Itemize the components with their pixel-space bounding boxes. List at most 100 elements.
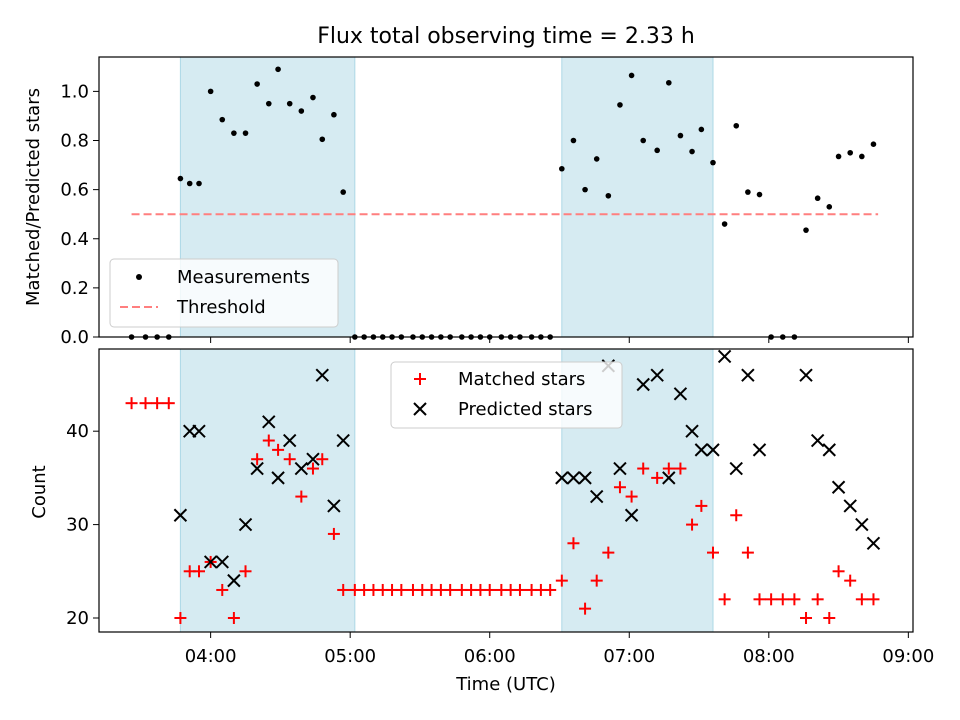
bottom-legend: Matched stars Predicted stars (390, 361, 623, 429)
matched-star-point (686, 518, 699, 531)
measurement-point (177, 175, 184, 182)
matched-star-point (753, 593, 766, 606)
matched-star-point (216, 583, 229, 596)
measurement-point (265, 100, 272, 107)
matched-star-point (283, 453, 296, 466)
predicted-star-point (706, 443, 720, 457)
measurement-point (570, 137, 577, 144)
matched-star-point (151, 397, 164, 410)
top-y-tick-label: 0.6 (60, 180, 89, 201)
measurement-point (847, 149, 854, 156)
measurement-point (677, 132, 684, 139)
matched-star-point (444, 583, 457, 596)
predicted-star-point (294, 461, 309, 476)
predicted-star-point (752, 443, 767, 457)
matched-star-point (776, 593, 789, 606)
matched-star-point (765, 593, 778, 606)
measurement-point (310, 94, 316, 101)
measurement-point (196, 180, 202, 187)
measurement-point (298, 108, 305, 114)
matched-star-point (662, 462, 675, 475)
predicted-star-point (238, 517, 253, 532)
measurement-point (803, 227, 809, 233)
matched-star-point (788, 593, 801, 606)
matched-star-point (637, 462, 650, 475)
bottom-axes-frame (98, 348, 914, 633)
measurement-point (814, 195, 821, 202)
matched-star-point (590, 574, 603, 587)
measurement-point (745, 189, 751, 195)
predicted-star-point (717, 349, 732, 364)
predicted-star-point (613, 461, 627, 476)
measurement-point (710, 159, 716, 166)
legend-measurement-marker (136, 274, 142, 280)
top-y-axis-ticks: 0.0 0.2 0.4 0.6 0.8 1.0 (60, 81, 99, 348)
predicted-star-point (336, 433, 350, 448)
measurement-point (559, 165, 565, 172)
matched-star-point (483, 583, 496, 596)
matched-star-point (174, 611, 187, 624)
matched-star-point (544, 583, 557, 596)
predicted-star-point (799, 368, 813, 382)
matched-star-point (695, 499, 708, 512)
predicted-star-point (271, 471, 285, 485)
matched-star-point (730, 509, 743, 522)
matched-star-point (811, 593, 824, 606)
measurement-point (593, 156, 600, 162)
matched-star-point (674, 462, 687, 475)
predicted-star-point (624, 508, 639, 522)
matched-star-point (651, 471, 664, 484)
bottom-x-axis-ticks: 04:00 05:00 06:00 07:00 08:00 09:00 (185, 632, 934, 667)
measurement-point (186, 180, 193, 187)
predicted-star-point (673, 387, 688, 401)
matched-star-point (613, 481, 626, 494)
top-axes-frame (98, 56, 914, 338)
predicted-star-point (694, 443, 709, 457)
bottom-y-axis-ticks: 20 30 40 (66, 421, 99, 629)
top-y-axis-label: Matched/Predicted stars (23, 88, 44, 306)
measurement-point (835, 153, 842, 160)
measurement-point (721, 221, 728, 227)
bottom-y-axis-label: Count (29, 465, 50, 518)
legend-measurements-label: Measurements (177, 267, 310, 288)
matched-star-point (867, 593, 880, 606)
bottom-y-tick-label: 20 (66, 608, 89, 629)
predicted-star-point (810, 433, 825, 448)
x-tick-label: 09:00 (882, 646, 934, 667)
bottom-y-tick-label: 30 (66, 515, 89, 536)
matched-star-point (227, 611, 240, 624)
predicted-star-point (831, 480, 846, 494)
x-tick-label: 06:00 (464, 646, 516, 667)
matched-star-point (193, 565, 206, 578)
matched-star-point (306, 462, 319, 475)
measurement-point (254, 81, 260, 87)
predicted-star-point (192, 424, 206, 438)
predicted-star-point (855, 517, 869, 532)
measurement-point (870, 141, 877, 147)
x-tick-label: 04:00 (185, 646, 237, 667)
top-y-tick-label: 0.8 (60, 131, 89, 152)
predicted-star-point (306, 452, 320, 466)
predicted-star-point (227, 573, 241, 588)
matched-star-point (579, 602, 592, 615)
measurement-point (826, 204, 833, 210)
measurement-point (628, 72, 635, 79)
predicted-star-point (729, 461, 743, 476)
predicted-star-point (555, 471, 569, 485)
bottom-plot-panel: 20 30 40 04:00 05:00 06:00 07:00 08:00 09:00 Co… (29, 348, 934, 695)
x-tick-label: 05:00 (324, 646, 376, 667)
bottom-legend-box (390, 361, 623, 429)
top-legend: Measurements Threshold (109, 258, 339, 328)
matched-star-point (239, 565, 252, 578)
measurement-point (331, 111, 337, 118)
top-plot-panel: 0.0 0.2 0.4 0.6 0.8 1.0 Matched/Predicted sta… (23, 56, 914, 348)
measurement-point (340, 189, 347, 195)
predicted-star-point (203, 555, 218, 569)
measurement-point (640, 137, 647, 144)
measurement-point (617, 102, 623, 108)
top-y-tick-label: 0.0 (60, 327, 89, 348)
matched-star-point (844, 574, 857, 587)
predicted-star-point (636, 377, 650, 392)
chart-title: Flux total observing time = 2.33 h (317, 24, 695, 49)
predicted-star-point (283, 433, 297, 448)
